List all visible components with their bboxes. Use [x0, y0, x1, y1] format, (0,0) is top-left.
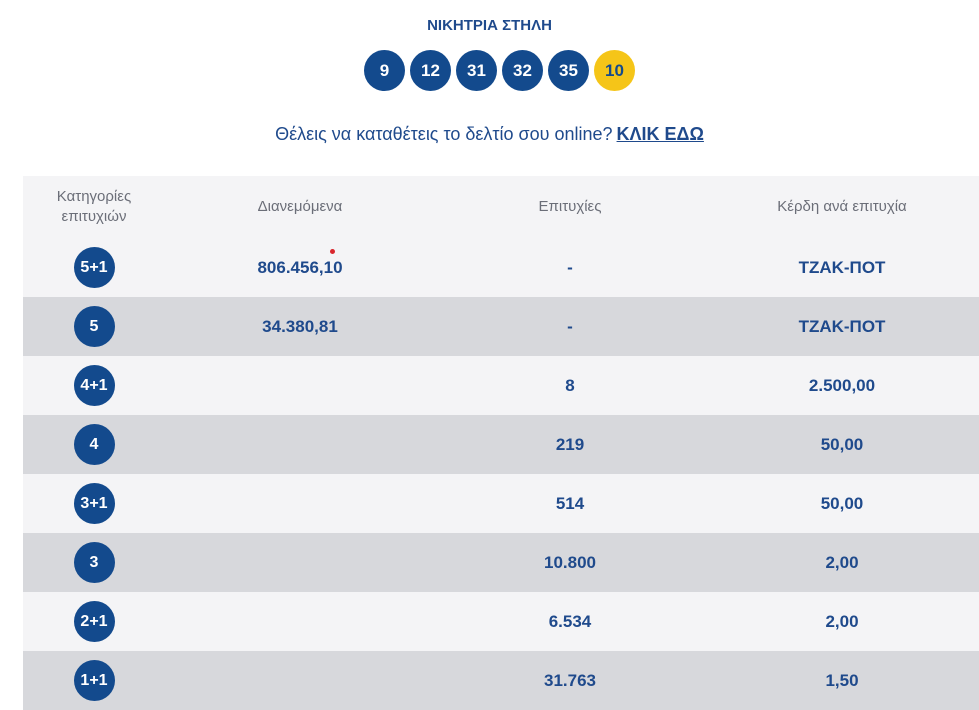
table-header: Κατηγορίες επιτυχιών Διανεμόμενα Επιτυχί…	[23, 176, 979, 238]
category-badge: 1+1	[73, 660, 115, 701]
category-badge: 5+1	[73, 247, 115, 288]
winners-value: -	[567, 257, 573, 277]
prize-value: 2,00	[825, 552, 859, 572]
winning-numbers: 9 12 31 32 35 10	[364, 50, 635, 91]
winners-value: 6.534	[548, 611, 592, 631]
winners-value: 514	[555, 493, 585, 513]
winning-column-title: ΝΙΚΗΤΡΙΑ ΣΤΗΛΗ	[427, 17, 552, 34]
table-row: 4 219 50,00	[23, 415, 979, 474]
table-row: 4+1 8 2.500,00	[23, 356, 979, 415]
distributed-value: 34.380,81	[262, 316, 338, 336]
table-row: 3 10.800 2,00	[23, 533, 979, 592]
click-here-link[interactable]: ΚΛΙΚ ΕΔΩ	[616, 124, 704, 144]
red-dot-marker	[329, 248, 335, 254]
prize-value: ΤΖΑΚ-ΠΟΤ	[798, 316, 886, 336]
number-ball: 12	[410, 50, 451, 91]
distributed-value: 806.456,10	[257, 257, 343, 277]
table-row: 3+1 514 50,00	[23, 474, 979, 533]
header-category: Κατηγορίες επιτυχιών	[56, 188, 132, 225]
winners-value: 8	[565, 375, 575, 395]
winners-value: -	[567, 316, 573, 336]
bonus-number-ball: 10	[594, 50, 635, 91]
winners-value: 31.763	[544, 670, 596, 690]
category-badge: 3	[73, 542, 115, 583]
category-badge: 4	[73, 424, 115, 465]
winners-value: 219	[555, 434, 585, 454]
table-row: 2+1 6.534 2,00	[23, 592, 979, 651]
online-prompt: Θέλεις να καταθέτεις το δελτίο σου onlin…	[0, 124, 979, 145]
category-badge: 2+1	[73, 601, 115, 642]
table-row: 1+1 31.763 1,50	[23, 651, 979, 710]
category-badge: 3+1	[73, 483, 115, 524]
prize-table: Κατηγορίες επιτυχιών Διανεμόμενα Επιτυχί…	[23, 176, 979, 710]
category-badge: 4+1	[73, 365, 115, 406]
prize-value: 50,00	[820, 434, 864, 454]
online-prompt-text: Θέλεις να καταθέτεις το δελτίο σου onlin…	[275, 124, 613, 144]
prize-value: ΤΖΑΚ-ΠΟΤ	[798, 257, 886, 277]
number-ball: 9	[364, 50, 405, 91]
header-winners: Επιτυχίες	[538, 198, 602, 215]
number-ball: 32	[502, 50, 543, 91]
number-ball: 35	[548, 50, 589, 91]
prize-value: 50,00	[820, 493, 864, 513]
prize-value: 1,50	[825, 670, 859, 690]
table-row: 5+1 806.456,10 - ΤΖΑΚ-ΠΟΤ	[23, 238, 979, 297]
category-badge: 5	[73, 306, 115, 347]
number-ball: 31	[456, 50, 497, 91]
prize-value: 2,00	[825, 611, 859, 631]
winners-value: 10.800	[544, 552, 596, 572]
prize-value: 2.500,00	[808, 375, 876, 395]
table-row: 5 34.380,81 - ΤΖΑΚ-ΠΟΤ	[23, 297, 979, 356]
header-prize: Κέρδη ανά επιτυχία	[777, 198, 907, 215]
header-distributed: Διανεμόμενα	[257, 198, 343, 215]
